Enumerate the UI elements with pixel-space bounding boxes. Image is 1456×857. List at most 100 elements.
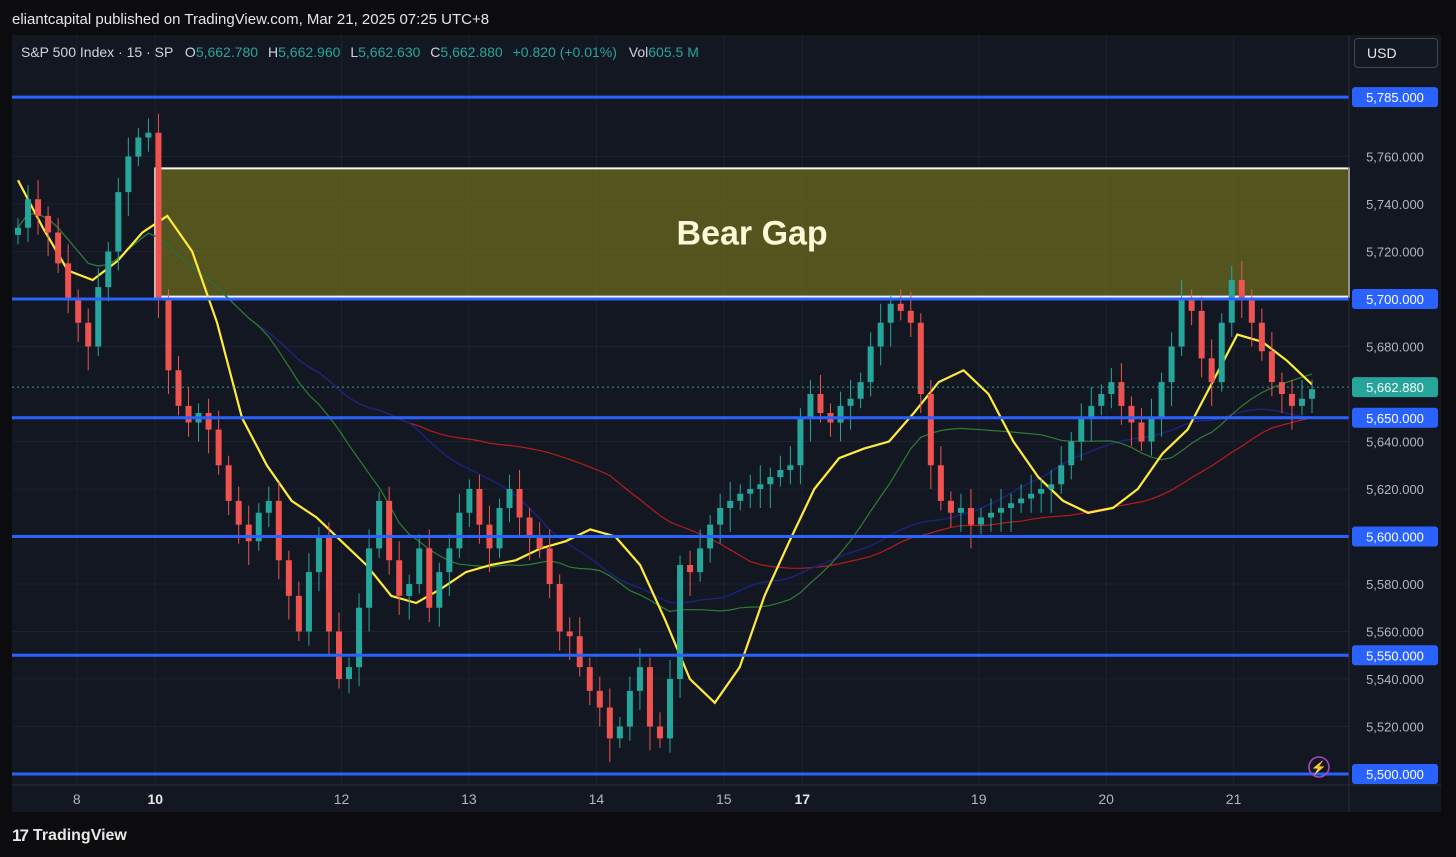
candle-body xyxy=(656,726,663,739)
candle xyxy=(175,356,182,416)
level-price-tag xyxy=(1352,87,1438,108)
candle-body xyxy=(1198,310,1205,359)
candle-body xyxy=(275,500,282,561)
candle xyxy=(787,446,794,485)
currency-button[interactable]: USD xyxy=(1354,38,1438,68)
candle-body xyxy=(506,489,513,508)
candle xyxy=(747,474,754,508)
candle xyxy=(1228,265,1235,337)
candle-body xyxy=(386,500,393,561)
candle-body xyxy=(1238,280,1245,299)
candle xyxy=(727,481,734,532)
candle xyxy=(687,550,694,596)
candle xyxy=(416,534,423,594)
candle-body xyxy=(787,465,794,470)
candle-body xyxy=(1138,422,1145,442)
lightning-circle xyxy=(1308,756,1330,778)
candle-body xyxy=(947,500,954,513)
candle xyxy=(295,581,302,641)
candle xyxy=(1208,339,1215,406)
candle xyxy=(807,379,814,442)
bear-gap-zone: Bear Gap xyxy=(154,167,1350,298)
candle-body xyxy=(15,227,21,235)
candle-body xyxy=(887,303,894,323)
candle xyxy=(656,712,663,748)
candle xyxy=(636,648,643,710)
candle-body xyxy=(346,667,353,679)
candle xyxy=(325,522,332,656)
candle xyxy=(255,503,262,551)
candle xyxy=(95,268,102,356)
candle xyxy=(1048,470,1055,513)
publisher-header: eliantcapital published on TradingView.c… xyxy=(12,11,490,28)
candle xyxy=(516,470,523,537)
candle-body xyxy=(998,508,1005,513)
candle-body xyxy=(1298,398,1305,406)
candlestick-chart[interactable]: Bear Gap 5,785.000 5,700.000 5,650.000 5,60… xyxy=(12,35,1441,812)
level-price-label: 5,600.000 xyxy=(1366,530,1424,545)
candle-body xyxy=(446,548,453,573)
candle-body xyxy=(115,192,122,252)
candle-body xyxy=(305,572,312,632)
candle-body xyxy=(315,536,322,573)
level-price-label: 5,500.000 xyxy=(1366,767,1424,782)
candle xyxy=(667,660,674,753)
candle-body xyxy=(967,508,974,525)
candle-body xyxy=(285,560,292,596)
candle xyxy=(386,486,393,575)
candle xyxy=(376,491,383,558)
y-tick-label: 5,540.000 xyxy=(1366,672,1424,687)
candle xyxy=(566,617,573,660)
candle xyxy=(526,508,533,561)
footer: 17 TradingView xyxy=(12,826,127,846)
candle-body xyxy=(1148,417,1155,442)
candle xyxy=(75,289,82,342)
y-tick-label: 5,740.000 xyxy=(1366,197,1424,212)
time-axis: 8 10 12 13 14 15 17 19 20 21 xyxy=(12,35,1441,812)
candle-body xyxy=(1038,489,1045,494)
symbol-label[interactable]: S&P 500 Index · 15 · SP xyxy=(21,44,174,60)
y-tick-label: 5,620.000 xyxy=(1366,482,1424,497)
candle xyxy=(65,244,72,314)
candle xyxy=(737,484,744,511)
y-tick-label: 5,560.000 xyxy=(1366,625,1424,640)
candle xyxy=(646,657,653,751)
candle xyxy=(396,541,403,615)
chart-area[interactable]: Bear Gap 5,785.000 5,700.000 5,650.000 5,60… xyxy=(12,35,1441,812)
candle-body xyxy=(215,429,222,466)
candle-body xyxy=(576,636,583,668)
candle-body xyxy=(25,199,32,228)
candle-body xyxy=(376,500,383,549)
level-price-label: 5,550.000 xyxy=(1366,648,1424,663)
candle-body xyxy=(105,251,112,288)
candle-body xyxy=(757,484,764,489)
candle-body xyxy=(1178,299,1185,347)
candle xyxy=(546,529,553,599)
candle xyxy=(1028,474,1035,513)
low-label: L xyxy=(350,44,359,60)
candle-body xyxy=(526,517,533,537)
candle-body xyxy=(1008,503,1015,508)
candle-body xyxy=(817,394,824,413)
candle-body xyxy=(1208,358,1215,383)
candle xyxy=(998,489,1005,532)
ma-yellow-line xyxy=(17,179,1313,705)
candle-body xyxy=(145,132,152,138)
candle-body xyxy=(847,398,854,406)
candle-body xyxy=(626,690,633,727)
volume-value: 605.5 M xyxy=(648,44,699,60)
candle xyxy=(125,137,132,216)
candle xyxy=(977,508,984,535)
candle-body xyxy=(1288,394,1295,406)
candle xyxy=(406,574,413,620)
candle xyxy=(155,113,162,318)
price-axis: 5,520.000 5,540.000 5,560.000 5,580.000 5,62… xyxy=(1366,150,1424,735)
level-price-label: 5,785.000 xyxy=(1366,90,1424,105)
x-tick-label: 14 xyxy=(589,791,605,807)
candle-body xyxy=(717,508,724,525)
candle-body xyxy=(125,156,132,193)
candle xyxy=(466,479,473,527)
candles xyxy=(15,113,1315,763)
candle-body xyxy=(957,508,964,513)
